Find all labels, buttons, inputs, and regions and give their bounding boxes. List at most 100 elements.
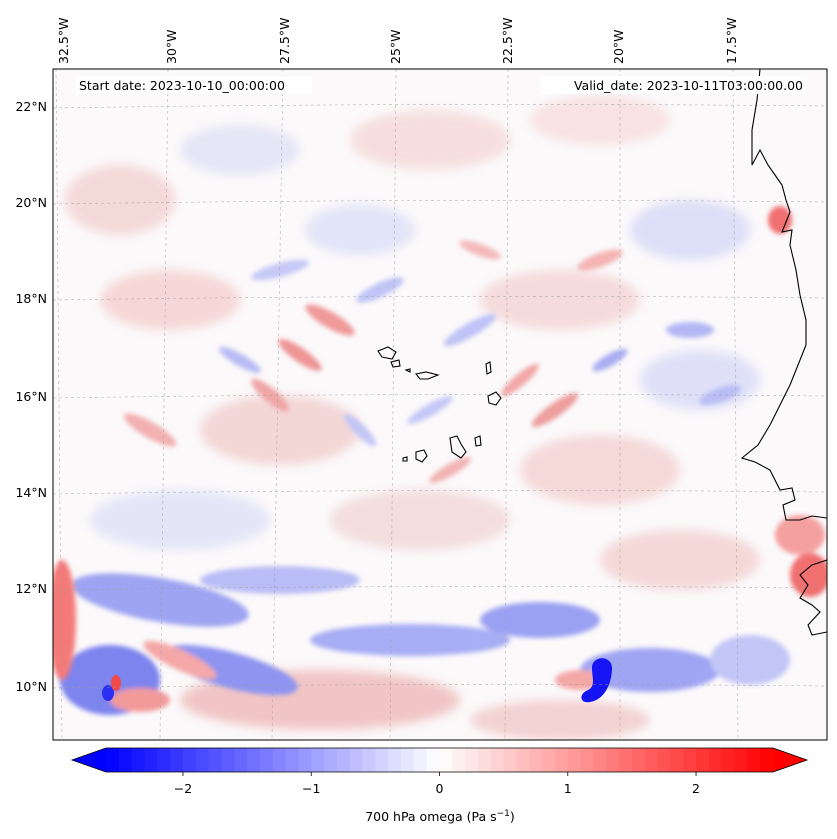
colorbar-max-extension xyxy=(773,748,807,772)
lon-label: 17.5°W xyxy=(724,18,739,64)
lat-label: 16°N xyxy=(15,389,47,404)
island-boa-vista xyxy=(487,391,502,406)
colorbar-band xyxy=(721,748,736,772)
colorbar-tick-label: 1 xyxy=(564,781,572,796)
colorbar-band xyxy=(182,748,197,772)
colorbar-band xyxy=(195,748,210,772)
colorbar-band xyxy=(208,748,222,772)
colorbar-band xyxy=(157,748,171,772)
island-sal xyxy=(485,361,492,375)
colorbar-band xyxy=(106,748,120,772)
lon-label: 32.5°W xyxy=(56,18,71,64)
colorbar-band xyxy=(388,748,402,772)
island-sao-nicolau xyxy=(415,371,440,380)
lat-label: 20°N xyxy=(15,195,47,210)
colorbar-band xyxy=(272,748,287,772)
lon-label: 30°W xyxy=(164,29,179,64)
colorbar-band xyxy=(259,748,274,772)
colorbar-band xyxy=(696,748,710,772)
colorbar-band xyxy=(247,748,261,772)
colorbar-band xyxy=(554,748,569,772)
africa-coast-south xyxy=(799,559,827,636)
start-date-box xyxy=(76,76,312,94)
start-date-label: Start date: 2023-10-10_00:00:00 xyxy=(79,78,285,93)
island-santa-luzia xyxy=(404,368,411,373)
lon-label: 27.5°W xyxy=(277,18,292,64)
colorbar-band xyxy=(298,748,312,772)
colorbar-band xyxy=(144,748,158,772)
lat-label: 18°N xyxy=(15,291,47,306)
map-frame xyxy=(52,68,828,741)
colorbar-tick-label: 0 xyxy=(436,781,444,796)
colorbar-band xyxy=(529,748,543,772)
colorbar-band xyxy=(170,748,184,772)
colorbar-tick-label: −1 xyxy=(302,781,320,796)
island-fogo xyxy=(415,449,428,463)
colorbar-band xyxy=(324,748,338,772)
colorbar: −2 −1 0 1 2 700 hPa omega (Pa s−1) xyxy=(70,747,809,824)
colorbar-band xyxy=(670,748,684,772)
colorbar-band xyxy=(336,748,351,772)
colorbar-bands xyxy=(106,748,774,772)
colorbar-band xyxy=(580,748,594,772)
colorbar-tick-label: 2 xyxy=(692,781,700,796)
colorbar-band xyxy=(708,748,723,772)
lon-label: 22.5°W xyxy=(500,18,515,64)
longitude-labels: 32.5°W 30°W 27.5°W 25°W 22.5°W 20°W 17.5… xyxy=(56,18,739,64)
colorbar-band xyxy=(542,748,556,772)
island-sao-vicente xyxy=(390,359,401,368)
africa-coast xyxy=(740,69,827,521)
lat-label: 22°N xyxy=(15,99,47,114)
map-panel: Start date: 2023-10-10_00:00:00 Valid_da… xyxy=(15,18,828,741)
coastlines xyxy=(377,69,827,636)
island-santo-antao xyxy=(377,346,397,360)
colorbar-band xyxy=(375,748,389,772)
lat-label: 12°N xyxy=(15,581,47,596)
colorbar-band xyxy=(747,748,761,772)
colorbar-band xyxy=(606,748,620,772)
colorbar-band xyxy=(221,748,235,772)
grid-lines xyxy=(53,69,827,740)
colorbar-ticks: −2 −1 0 1 2 xyxy=(174,772,700,796)
colorbar-band xyxy=(465,748,479,772)
colorbar-band xyxy=(503,748,517,772)
omega-field xyxy=(53,95,827,740)
colorbar-band xyxy=(452,748,466,772)
lat-label: 10°N xyxy=(15,679,47,694)
valid-date-box xyxy=(540,76,806,94)
colorbar-band xyxy=(477,748,492,772)
island-brava xyxy=(402,456,408,462)
colorbar-min-extension xyxy=(72,748,106,772)
colorbar-band xyxy=(285,748,299,772)
colorbar-label: 700 hPa omega (Pa s−1) xyxy=(365,809,515,824)
colorbar-band xyxy=(619,748,633,772)
colorbar-band xyxy=(644,748,659,772)
latitude-labels: 22°N 20°N 18°N 16°N 14°N 12°N 10°N xyxy=(15,99,47,694)
colorbar-band xyxy=(516,748,530,772)
colorbar-band xyxy=(426,748,440,772)
colorbar-tick-label: −2 xyxy=(174,781,192,796)
colorbar-band xyxy=(413,748,428,772)
colorbar-band xyxy=(760,748,774,772)
colorbar-band xyxy=(683,748,697,772)
colorbar-outline xyxy=(70,747,809,773)
colorbar-band xyxy=(657,748,671,772)
colorbar-band xyxy=(131,748,145,772)
colorbar-band xyxy=(631,748,646,772)
island-santiago xyxy=(449,435,467,459)
lat-label: 14°N xyxy=(15,485,47,500)
colorbar-band xyxy=(567,748,582,772)
colorbar-band xyxy=(362,748,376,772)
colorbar-band xyxy=(734,748,748,772)
island-maio xyxy=(474,435,482,447)
lon-label: 20°W xyxy=(611,29,626,64)
colorbar-band xyxy=(439,748,453,772)
colorbar-band xyxy=(349,748,364,772)
valid-date-label: Valid_date: 2023-10-11T03:00:00.00 xyxy=(574,78,803,93)
colorbar-band xyxy=(490,748,505,772)
colorbar-band xyxy=(593,748,607,772)
colorbar-band xyxy=(234,748,248,772)
colorbar-band xyxy=(401,748,415,772)
lon-label: 25°W xyxy=(388,29,403,64)
